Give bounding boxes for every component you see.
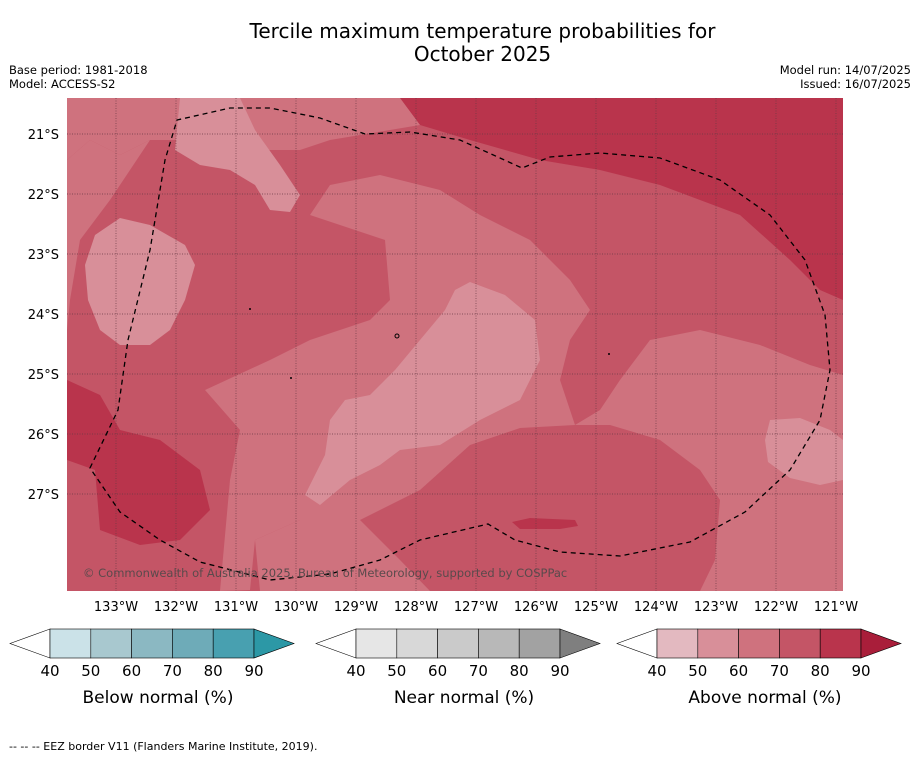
longitude-label: 130°W: [274, 600, 318, 615]
colorbar-tick-label: 40: [346, 662, 365, 680]
colorbar-tick-label: 60: [428, 662, 447, 680]
latitude-label: 23°S: [28, 248, 59, 263]
map-fill-layer: [67, 98, 843, 591]
longitude-label: 127°W: [454, 600, 498, 615]
probability-map: © Commonwealth of Australia 2025, Bureau…: [28, 98, 858, 615]
colorbar-extend-high: [559, 628, 601, 659]
colorbar-tick-label: 70: [770, 662, 789, 680]
island-marker: [249, 308, 251, 310]
region-p90-west: [67, 380, 210, 545]
island-marker: [608, 353, 610, 355]
colorbar-tick-label: 90: [244, 662, 263, 680]
colorbar-tick-label: 90: [851, 662, 870, 680]
colorbar-extend-low: [616, 628, 658, 659]
colorbar-extend-high: [253, 628, 295, 659]
colorbar-segment: [738, 628, 780, 659]
colorbar-tick-label: 60: [122, 662, 141, 680]
colorbar-segment: [437, 628, 479, 659]
copyright-text: © Commonwealth of Australia 2025, Bureau…: [83, 566, 567, 580]
colorbar-segment: [656, 628, 699, 659]
island-marker: [290, 377, 292, 379]
longitude-labels: 133°W 132°W 131°W 130°W 129°W 128°W 127°W 126°W…: [94, 600, 858, 615]
colorbar-segment: [172, 628, 214, 659]
title-line-2: October 2025: [413, 42, 552, 66]
region-p60-east: [765, 418, 843, 485]
colorbar-tick-label: 50: [688, 662, 707, 680]
colorbar-tick-label: 70: [163, 662, 182, 680]
longitude-label: 122°W: [754, 600, 798, 615]
longitude-label: 123°W: [694, 600, 738, 615]
colorbar-tick-label: 80: [510, 662, 529, 680]
issued-text: Issued: 16/07/2025: [800, 77, 911, 91]
longitude-label: 121°W: [814, 600, 858, 615]
colorbar-segment: [90, 628, 132, 659]
region-p70-west: [67, 140, 150, 330]
colorbar-tick-label: 40: [647, 662, 666, 680]
longitude-label: 133°W: [94, 600, 138, 615]
colorbar-segment: [396, 628, 438, 659]
colorbar-extend-low: [9, 628, 51, 659]
chart-title: Tercile maximum temperature probabilitie…: [0, 20, 919, 66]
title-line-1: Tercile maximum temperature probabilitie…: [249, 19, 716, 43]
meta-left: Base period: 1981-2018 Model: ACCESS-S2: [9, 63, 148, 91]
colorbar-segment: [49, 628, 92, 659]
longitude-label: 124°W: [634, 600, 678, 615]
colorbar-segment: [779, 628, 821, 659]
region-p60-north: [175, 98, 300, 212]
region-p70-south: [255, 520, 430, 591]
colorbar-tick-label: 60: [729, 662, 748, 680]
colorbar-tick-label: 70: [469, 662, 488, 680]
longitude-label: 131°W: [214, 600, 258, 615]
colorbar-extend-high: [860, 628, 902, 659]
region-p90-northeast: [400, 98, 843, 300]
latitude-label: 27°S: [28, 488, 59, 503]
colorbar-tick-label: 80: [811, 662, 830, 680]
colorbar-segment: [212, 628, 255, 659]
model-text: Model: ACCESS-S2: [9, 77, 116, 91]
base-period-text: Base period: 1981-2018: [9, 63, 148, 77]
colorbar-segment: [518, 628, 561, 659]
colorbar-title: Above normal (%): [688, 688, 841, 708]
longitude-label: 126°W: [514, 600, 558, 615]
eez-border: [89, 107, 831, 581]
latitude-label: 21°S: [28, 128, 59, 143]
region-p90-south: [512, 518, 578, 529]
colorbar-segment: [697, 628, 739, 659]
colorbar-tick-label: 50: [81, 662, 100, 680]
islands: [249, 308, 610, 379]
longitude-label: 125°W: [574, 600, 618, 615]
colorbar: 40 50 60 70 80 90 Above normal (%): [616, 628, 902, 708]
colorbar-legends: 40 50 60 70 80 90 Below normal (%) 40 50 60 70 80 90…: [9, 628, 902, 708]
colorbar-segment: [355, 628, 398, 659]
colorbar: 40 50 60 70 80 90 Below normal (%): [9, 628, 295, 708]
model-run-text: Model run: 14/07/2025: [779, 63, 911, 77]
colorbar-title: Near normal (%): [394, 688, 534, 708]
meta-right: Model run: 14/07/2025 Issued: 16/07/2025: [780, 63, 911, 91]
colorbar-title: Below normal (%): [83, 688, 234, 708]
latitude-labels: 21°S 22°S 23°S 24°S 25°S 26°S 27°S: [28, 128, 59, 503]
colorbar-extend-low: [315, 628, 357, 659]
colorbar-segment: [131, 628, 173, 659]
colorbar-tick-label: 50: [387, 662, 406, 680]
colorbar-segment: [819, 628, 862, 659]
latitude-label: 24°S: [28, 308, 59, 323]
colorbar-tick-label: 90: [550, 662, 569, 680]
colorbar-tick-label: 40: [40, 662, 59, 680]
eez-footnote: -- -- -- EEZ border V11 (Flanders Marine…: [9, 740, 318, 753]
island-marker: [394, 333, 400, 339]
longitude-label: 132°W: [154, 600, 198, 615]
region-p60-west: [85, 218, 195, 345]
region-p60-center: [305, 282, 540, 505]
colorbar: 40 50 60 70 80 90 Near normal (%): [315, 628, 601, 708]
longitude-label: 128°W: [394, 600, 438, 615]
latitude-label: 25°S: [28, 368, 59, 383]
gridlines: [67, 98, 843, 591]
colorbar-tick-label: 80: [204, 662, 223, 680]
colorbar-segment: [478, 628, 520, 659]
longitude-label: 129°W: [334, 600, 378, 615]
latitude-label: 26°S: [28, 428, 59, 443]
latitude-label: 22°S: [28, 188, 59, 203]
